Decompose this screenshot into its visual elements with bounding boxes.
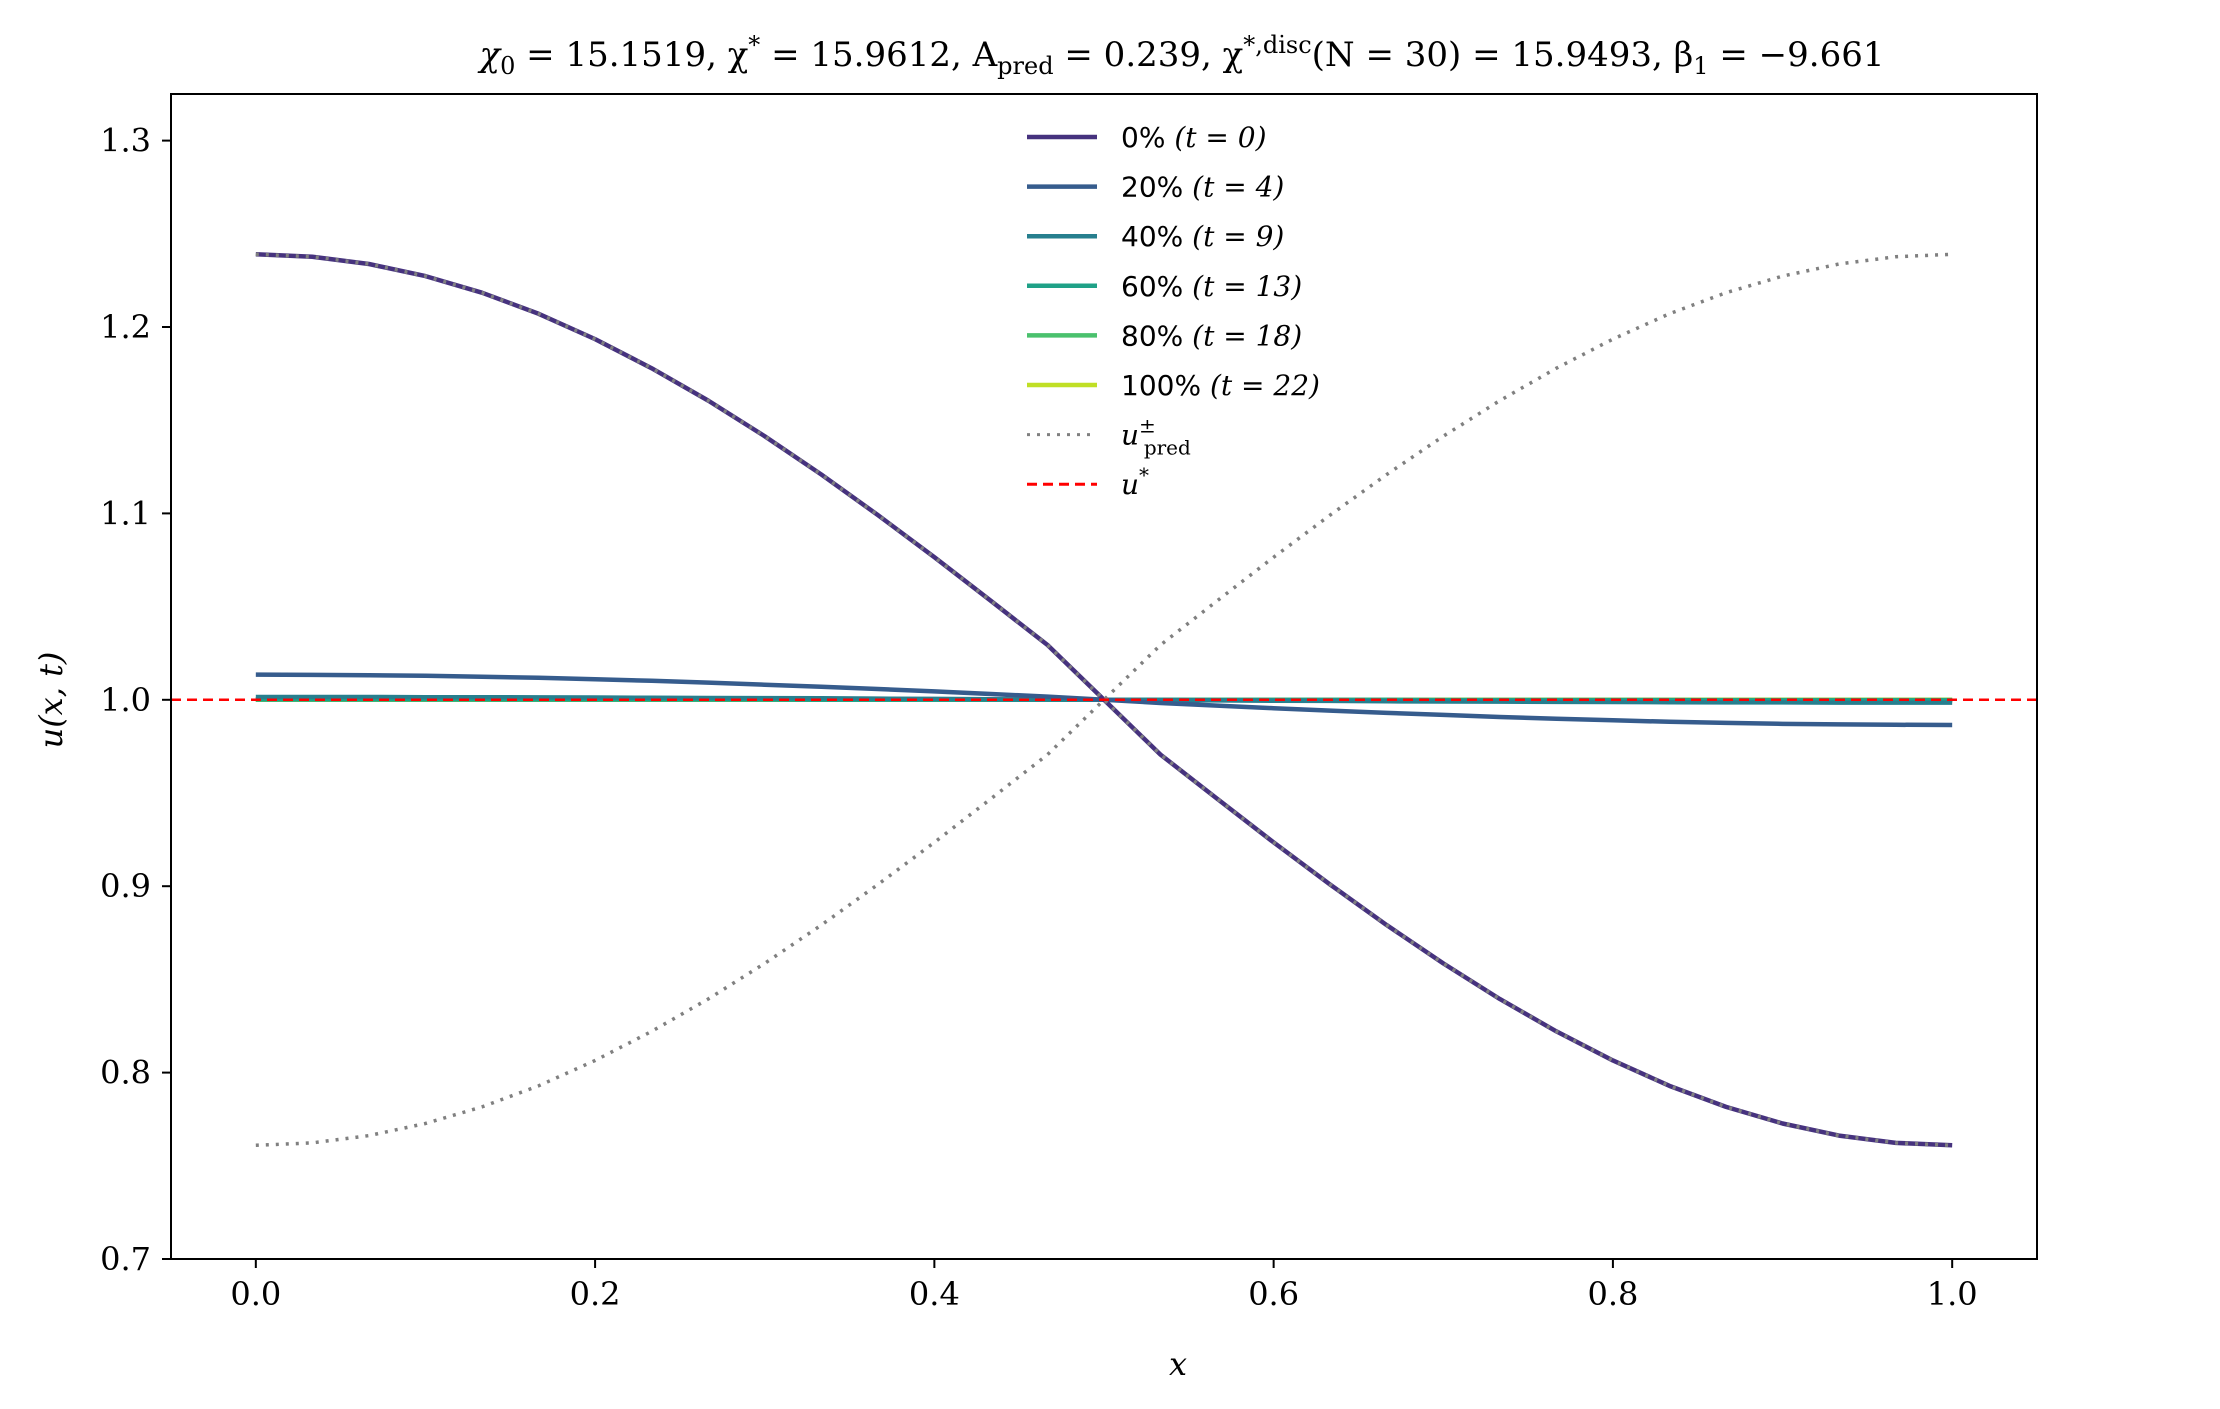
y-tick-label: 0.9 [100,867,151,905]
legend-label: 40% (t = 9) [1121,220,1284,253]
series-line [255,252,1953,1148]
legend-label: 20% (t = 4) [1121,171,1284,204]
x-tick-label: 0.0 [230,1275,281,1313]
y-tick-label: 1.0 [100,681,151,719]
y-tick-label: 0.8 [100,1054,151,1092]
x-tick-label: 0.8 [1587,1275,1638,1313]
x-tick-label: 0.6 [1248,1275,1299,1313]
y-tick-label: 1.2 [100,308,151,346]
y-axis-label: u(x, t) [32,652,70,749]
chart-title: χ0 = 15.1519, χ* = 15.9612, Apred = 0.23… [477,31,1884,80]
axes-frame [170,93,2038,1260]
title-part-1: χ [477,35,502,75]
title-part-3-sub: pred [997,52,1053,80]
plot-area [171,252,2037,1148]
legend-label: u* [1121,463,1149,501]
legend-label: 80% (t = 18) [1121,319,1302,352]
legend-label: 60% (t = 13) [1121,270,1302,303]
legend: 0% (t = 0) 20% (t = 4) 40% (t = 9) 60% (t =… [1027,121,1320,501]
series-line [255,252,1953,1148]
x-axis-label: x [1169,1345,1187,1383]
title-part-2-sup: * [748,31,760,59]
x-tick-label: 1.0 [1927,1275,1978,1313]
title-part-5: (N = 30) = 15.9493, β [1312,35,1694,75]
title-part-6: = −9.661 [1709,35,1885,75]
title-part-5-sub: 1 [1693,52,1708,80]
x-axis: 0.0 0.2 0.4 0.6 0.8 1.0 [230,1259,1978,1313]
title-part-3: = 15.9612, A [760,35,997,75]
y-tick-label: 1.3 [100,122,151,160]
title-part-2: = 15.1519, χ [515,35,748,75]
title-part-4: = 0.239, χ [1054,35,1244,75]
legend-label: 0% (t = 0) [1121,121,1267,154]
title-part-4-sup: *,disc [1243,31,1311,59]
y-axis: 0.7 0.8 0.9 1.0 1.1 1.2 1.3 [100,122,171,1278]
y-tick-label: 0.7 [100,1240,151,1278]
y-tick-label: 1.1 [100,494,151,532]
legend-label: u± pred [1121,414,1191,460]
x-tick-label: 0.4 [909,1275,960,1313]
x-tick-label: 0.2 [570,1275,621,1313]
legend-label: 100% (t = 22) [1121,369,1320,402]
title-part-1-sub: 0 [500,52,515,80]
